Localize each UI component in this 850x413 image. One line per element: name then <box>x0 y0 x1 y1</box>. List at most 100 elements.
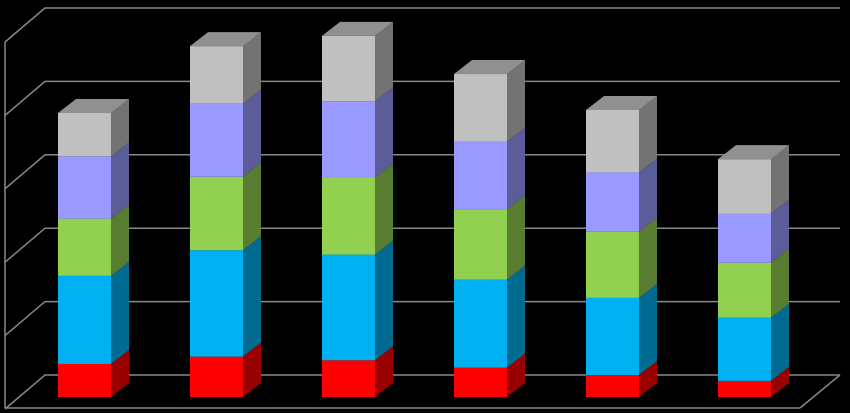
bar-front <box>586 172 639 232</box>
grid-line <box>4 154 840 190</box>
bar-front <box>322 254 375 361</box>
bar-segment <box>190 162 261 251</box>
bar-top <box>58 98 129 113</box>
bar-segment <box>586 96 657 173</box>
bar-side <box>639 360 657 397</box>
bar-side <box>375 346 393 397</box>
bar-segment <box>190 32 261 104</box>
bar-segment <box>190 236 261 357</box>
bar-segment <box>586 158 657 232</box>
bar-side <box>639 283 657 375</box>
bar-segment <box>322 163 393 255</box>
bar-front <box>190 250 243 357</box>
bar-segment <box>322 21 393 102</box>
bar-segment <box>454 127 525 210</box>
bar-front <box>58 112 111 157</box>
bar-segment <box>58 261 129 364</box>
bar-front <box>322 35 375 102</box>
bar-segment <box>718 199 789 263</box>
bar-segment <box>586 283 657 375</box>
bar-front <box>58 363 111 397</box>
bar-top <box>322 21 393 36</box>
bar-top <box>454 60 525 75</box>
bar-segment <box>586 217 657 298</box>
bar-side <box>771 248 789 318</box>
bar-side <box>771 199 789 263</box>
bar-side <box>375 21 393 102</box>
bar-segment <box>586 360 657 397</box>
bar-segment <box>718 248 789 318</box>
bar-front <box>586 374 639 397</box>
bar-side <box>111 349 129 397</box>
bar-segment <box>58 142 129 219</box>
bar-front <box>454 279 507 368</box>
grid-line <box>4 374 840 410</box>
bar-side <box>111 142 129 219</box>
bar-side <box>375 163 393 255</box>
bar-front <box>718 262 771 318</box>
bar-side <box>243 89 261 177</box>
bar-front <box>454 74 507 142</box>
bar-side <box>375 87 393 178</box>
bar-segment <box>718 145 789 214</box>
bar-front <box>58 275 111 364</box>
bar-front <box>322 101 375 178</box>
bar-front <box>322 177 375 255</box>
bar-side <box>639 217 657 298</box>
bar-segment <box>322 240 393 361</box>
bar-segment <box>58 349 129 397</box>
bar-front <box>190 46 243 104</box>
bar-side <box>507 265 525 368</box>
bar-side <box>639 96 657 173</box>
bar-front <box>718 317 771 381</box>
bar-segment <box>190 342 261 397</box>
bar-top <box>718 145 789 160</box>
bar-segment <box>718 366 789 397</box>
bar-side <box>375 240 393 361</box>
bar-side <box>639 158 657 232</box>
bar-side <box>771 145 789 214</box>
bar-front <box>190 356 243 397</box>
bar-side <box>111 204 129 276</box>
bar-front <box>322 360 375 397</box>
floor-right-edge <box>799 374 841 409</box>
bar-segment <box>322 346 393 397</box>
bar-side <box>111 98 129 157</box>
bar-front <box>454 367 507 397</box>
bar-front <box>58 218 111 276</box>
bar-segment <box>454 195 525 280</box>
grid-line <box>4 300 840 337</box>
bar-side <box>507 353 525 397</box>
grid-line <box>4 80 840 116</box>
bar-front <box>586 231 639 298</box>
bar-side <box>243 162 261 251</box>
bar-side <box>507 195 525 280</box>
bar-segment <box>454 60 525 142</box>
bar-side <box>243 236 261 357</box>
bar-front <box>586 110 639 173</box>
bar-segment <box>322 87 393 178</box>
bar-segment <box>58 98 129 157</box>
bar-front <box>190 103 243 177</box>
grid-line <box>4 7 840 43</box>
bar-side <box>243 342 261 397</box>
bar-front <box>454 209 507 280</box>
bar-front <box>718 380 771 397</box>
bar-segment <box>454 265 525 368</box>
bar-top <box>586 96 657 111</box>
bar-side <box>507 60 525 142</box>
bar-front <box>718 213 771 263</box>
bar-top <box>190 32 261 47</box>
bar-side <box>771 366 789 397</box>
bar-front <box>586 297 639 375</box>
bar-segment <box>718 303 789 381</box>
bar-side <box>507 127 525 210</box>
bar-side <box>243 32 261 104</box>
bar-front <box>454 141 507 210</box>
bar-segment <box>454 353 525 397</box>
grid-line <box>4 227 840 263</box>
bar-segment <box>58 204 129 276</box>
bar-segment <box>190 89 261 177</box>
bar-front <box>58 156 111 219</box>
